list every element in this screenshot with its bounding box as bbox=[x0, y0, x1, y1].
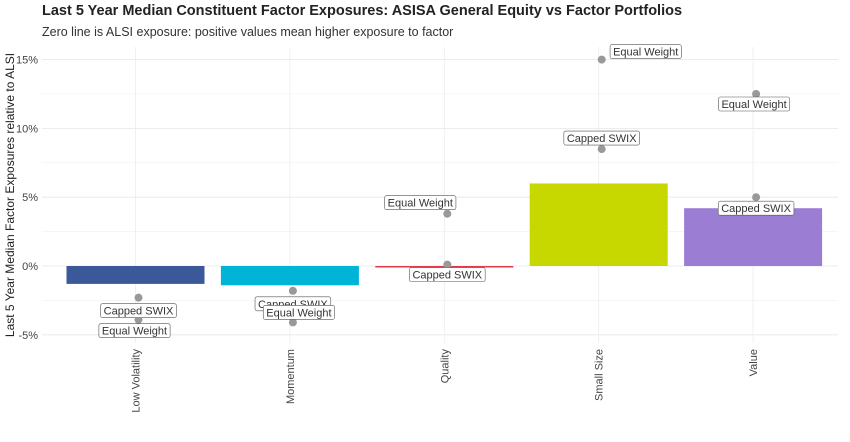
x-axis: Low Volatility Momentum Quality Small Size V… bbox=[131, 349, 761, 413]
label-equal-weight: Equal Weight bbox=[384, 195, 457, 211]
y-tick-label: 15% bbox=[16, 55, 38, 67]
x-tick-label: Low Volatility bbox=[131, 349, 143, 413]
x-tick-label: Momentum bbox=[285, 349, 297, 404]
point-capped-swix bbox=[134, 293, 143, 302]
point-capped-swix bbox=[752, 193, 761, 202]
label-text: Capped SWIX bbox=[412, 270, 482, 282]
bar-low-volatility bbox=[66, 266, 205, 284]
y-tick-label: 0% bbox=[22, 261, 38, 273]
label-box bbox=[717, 200, 795, 216]
label-box bbox=[609, 44, 682, 59]
label-box bbox=[262, 305, 335, 320]
label-box bbox=[718, 96, 791, 112]
label-box bbox=[409, 267, 486, 282]
x-tick-label: Quality bbox=[439, 349, 451, 384]
point-equal-weight bbox=[443, 209, 452, 218]
label-equal-weight: Equal Weight bbox=[98, 323, 171, 338]
label-capped-swix: Capped SWIX bbox=[563, 130, 640, 146]
point-capped-swix bbox=[597, 145, 606, 154]
bar-momentum bbox=[220, 266, 359, 286]
y-tick-label: 10% bbox=[16, 123, 38, 135]
point-labels: Capped SWIX Capped SWIX Capped SWIX Capped … bbox=[98, 44, 795, 338]
points bbox=[134, 55, 761, 327]
label-capped-swix: Capped SWIX bbox=[100, 303, 177, 318]
label-text: Capped SWIX bbox=[721, 203, 791, 215]
bar-value bbox=[684, 208, 823, 266]
bars bbox=[66, 183, 823, 286]
label-text: Capped SWIX bbox=[104, 306, 174, 318]
x-tick-label: Small Size bbox=[594, 349, 606, 401]
point-equal-weight bbox=[752, 90, 761, 98]
point-equal-weight bbox=[597, 55, 606, 64]
x-tick-label: Value bbox=[748, 349, 760, 376]
chart-title: Last 5 Year Median Constituent Factor Ex… bbox=[42, 3, 683, 19]
label-box bbox=[98, 323, 171, 338]
label-capped-swix: Capped SWIX bbox=[409, 267, 486, 282]
y-axis-label: Last 5 Year Median Factor Exposures rela… bbox=[3, 53, 17, 337]
bar-small-size bbox=[529, 183, 668, 266]
y-tick-label: -5% bbox=[18, 330, 38, 342]
point-capped-swix bbox=[443, 260, 452, 269]
label-equal-weight: Equal Weight bbox=[609, 44, 682, 59]
label-box bbox=[563, 130, 640, 146]
label-equal-weight: Equal Weight bbox=[718, 96, 791, 112]
label-text: Equal Weight bbox=[388, 198, 453, 210]
label-text: Equal Weight bbox=[102, 326, 167, 338]
label-text: Capped SWIX bbox=[567, 133, 637, 145]
chart-subtitle: Zero line is ALSI exposure: positive val… bbox=[42, 25, 454, 39]
y-tick-label: 5% bbox=[22, 192, 38, 204]
label-box bbox=[384, 195, 457, 211]
point-capped-swix bbox=[288, 286, 297, 295]
label-capped-swix: Capped SWIX bbox=[717, 200, 795, 216]
label-box bbox=[100, 303, 177, 318]
point-equal-weight bbox=[288, 318, 297, 327]
gridlines bbox=[42, 47, 838, 343]
y-axis: -5% 0% 5% 10% 15% bbox=[16, 55, 38, 342]
label-equal-weight: Equal Weight bbox=[262, 305, 335, 320]
label-text: Equal Weight bbox=[721, 99, 786, 111]
label-text: Equal Weight bbox=[613, 47, 678, 59]
label-text: Equal Weight bbox=[266, 307, 331, 319]
